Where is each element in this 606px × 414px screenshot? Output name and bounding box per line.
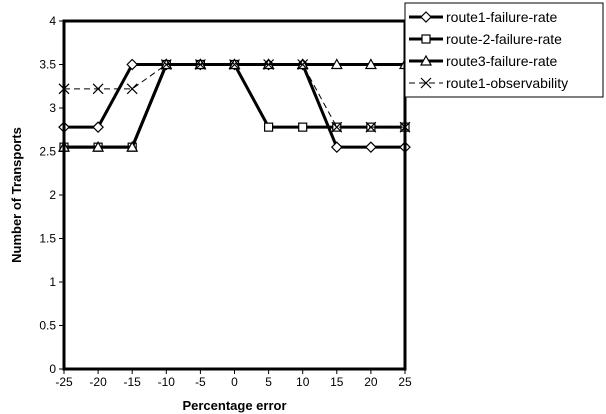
legend-label: route-2-failure-rate (446, 31, 562, 47)
legend-marker-triangle (419, 54, 433, 66)
legend-entry: route1-failure-rate (409, 9, 557, 25)
data-point-x (365, 121, 377, 133)
legend-marker-x (420, 77, 432, 89)
x-tick-label: 10 (296, 375, 310, 389)
data-point-x (92, 83, 104, 95)
series-line (64, 63, 405, 149)
data-point-x (297, 59, 309, 70)
data-point-triangle (92, 140, 105, 152)
legend-entry: route-2-failure-rate (409, 31, 562, 47)
data-point-diamond (365, 141, 377, 153)
legend-label: route1-observability (446, 75, 568, 91)
data-point-triangle (364, 58, 377, 70)
data-point-triangle (330, 58, 343, 70)
y-tick-label: 3 (49, 101, 56, 115)
y-axis-title: Number of Transports (9, 127, 24, 263)
y-tick-label: 0 (49, 362, 56, 376)
legend-label: route1-failure-rate (446, 9, 557, 25)
x-tick-label: -15 (124, 375, 142, 389)
series-layer (57, 58, 412, 153)
series-route1-failure-rate (58, 58, 411, 153)
data-point-x (126, 83, 138, 95)
data-point-square (298, 122, 308, 132)
data-point-x (194, 59, 206, 70)
x-tick-label: -5 (195, 375, 206, 389)
series-route1-observability (58, 59, 411, 133)
data-point-x (263, 59, 275, 70)
x-tick-label: -20 (89, 375, 107, 389)
y-tick-label: 1 (49, 275, 56, 289)
data-point-x (331, 121, 343, 133)
data-point-triangle (126, 140, 139, 152)
y-tick-label: 0.5 (39, 319, 56, 333)
x-tick-label: 20 (364, 375, 378, 389)
plot-frame (62, 19, 407, 371)
x-axis-title: Percentage error (182, 398, 286, 413)
data-point-x (160, 59, 172, 70)
data-point-diamond (330, 141, 343, 153)
data-point-x (229, 59, 240, 70)
y-tick-label: 2 (49, 188, 56, 202)
x-tick-label: 15 (330, 375, 344, 389)
series-line (64, 63, 405, 149)
legend-label: route3-failure-rate (446, 53, 557, 69)
legend-entry: route1-observability (409, 75, 568, 91)
series-route-2-failure-rate (59, 59, 410, 152)
x-tick-label: 0 (231, 375, 238, 389)
series-line (64, 63, 405, 149)
legend-box (404, 2, 604, 98)
legend: route1-failure-rate route-2-failure-rate r… (404, 2, 604, 98)
legend-marker-diamond (420, 11, 432, 23)
data-point-diamond (126, 58, 139, 71)
x-tick-label: -10 (158, 375, 176, 389)
x-tick-label: 5 (265, 375, 272, 389)
legend-marker-square (421, 34, 431, 44)
x-tick-label: 25 (398, 375, 412, 389)
x-tick-label: -25 (55, 375, 73, 389)
y-tick-label: 3.5 (39, 58, 56, 72)
y-axis-ticks: 0 0.5 1 1.5 2 2.5 3 3.5 4 (39, 14, 64, 376)
x-axis-ticks: -25 -20 -15 -10 -5 0 5 10 15 20 25 (55, 369, 412, 389)
data-point-diamond (92, 121, 104, 133)
legend-entry: route3-failure-rate (409, 53, 557, 69)
data-point-square (264, 122, 274, 132)
y-tick-label: 1.5 (39, 232, 56, 246)
y-tick-label: 4 (49, 14, 56, 28)
y-tick-label: 2.5 (39, 145, 56, 159)
